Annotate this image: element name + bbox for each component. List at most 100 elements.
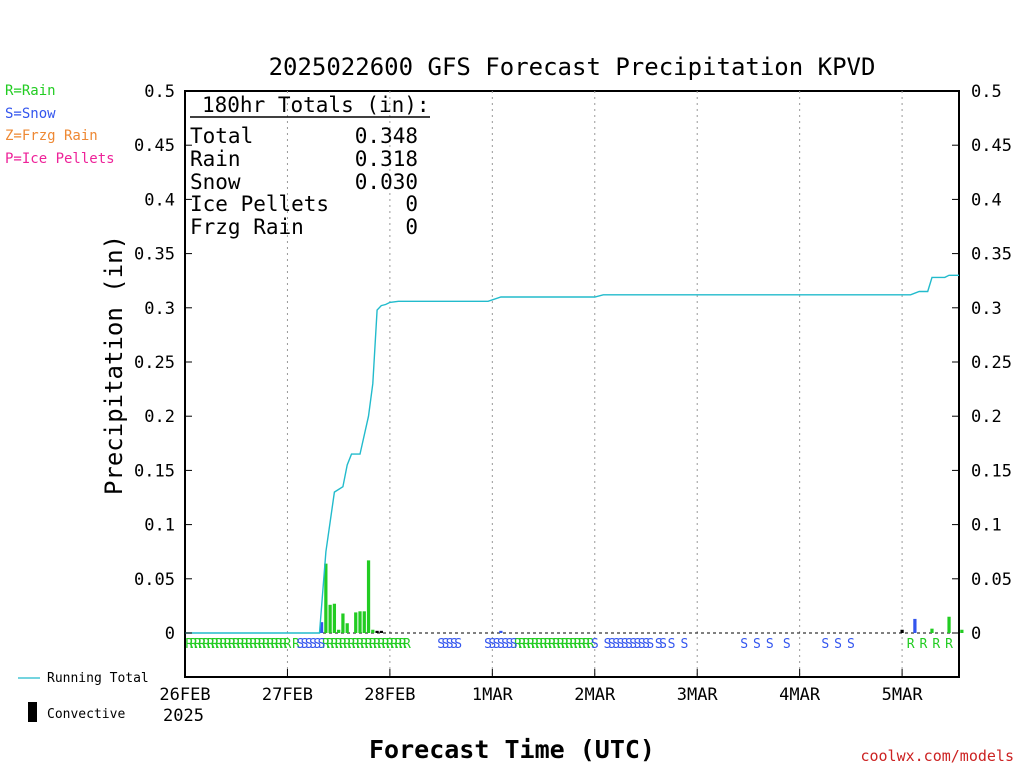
rain-marker: R [249,637,257,652]
rain-marker: R [339,637,347,652]
rain-marker: R [245,637,253,652]
rain-marker: R [220,637,228,652]
snow-marker: S [488,637,496,652]
snow-marker: S [621,637,629,652]
rain-marker: R [343,637,351,652]
rain-marker: R [284,637,292,652]
y-axis-label: Precipitation (in) [100,235,128,495]
y-tick-label: 0.25 [134,353,175,373]
rain-marker: R [570,637,578,652]
snow-marker: S [638,637,646,652]
totals-label-snow: Snow [190,170,241,194]
snow-marker: S [821,637,829,652]
rain-marker: R [369,637,377,652]
y-tick-label-right: 0.45 [971,136,1012,156]
line-legend: Running Total Convective [18,671,149,722]
rain-bar [947,616,951,633]
y-tick-label-right: 0.1 [971,516,1002,536]
snow-marker: S [437,637,445,652]
rain-marker: R [352,637,360,652]
snow-marker: S [668,637,676,652]
snow-marker: S [505,637,513,652]
rain-marker: R [548,637,556,652]
rain-marker: R [237,637,245,652]
y-tick-label-right: 0 [971,624,981,644]
rain-marker: R [587,637,595,652]
rain-marker: R [348,637,356,652]
rain-marker: R [232,637,240,652]
x-tick-label: 28FEB [364,685,415,705]
rain-marker: R [578,637,586,652]
snow-bar [319,622,324,633]
snow-marker: S [296,637,304,652]
grid-lines [185,91,959,677]
snow-bar [499,630,503,633]
rain-marker: R [275,637,283,652]
y-tick-label-right: 0.25 [971,353,1012,373]
rain-marker: R [266,637,274,652]
rain-marker: R [552,637,560,652]
snow-marker: S [625,637,633,652]
rain-marker: R [198,637,206,652]
rain-marker: R [395,637,403,652]
rain-bar [341,613,345,633]
snow-marker: S [450,637,458,652]
convective-bar [900,629,904,633]
rain-marker: R [377,637,385,652]
convective-bar [375,630,379,633]
rain-marker: R [565,637,573,652]
rain-marker: R [211,637,219,652]
snow-marker: S [753,637,761,652]
snow-marker: S [604,637,612,652]
snow-marker: S [783,637,791,652]
rain-marker: R [907,637,915,652]
legend-convective: Convective [47,707,125,722]
snow-marker: S [680,637,688,652]
y-tick-label: 0.3 [144,299,175,319]
plot-area [184,90,960,678]
rain-marker: R [557,637,565,652]
snow-marker: S [454,637,462,652]
rain-marker: R [920,637,928,652]
totals-label-ice-pellets: Ice Pellets [190,192,329,216]
snow-marker: S [305,637,313,652]
plot-frame [184,90,960,678]
snow-marker: S [510,637,518,652]
rain-marker: R [514,637,522,652]
rain-marker: R [279,637,287,652]
snow-marker: S [612,637,620,652]
rain-marker: R [373,637,381,652]
legend-rain: R=Rain [5,83,56,99]
totals-value-snow: 0.030 [355,170,418,194]
rain-bar [354,612,358,633]
rain-marker: R [190,637,198,652]
snow-marker: S [484,637,492,652]
legend-snow: S=Snow [5,106,56,122]
rain-bar [328,604,332,633]
snow-marker: S [313,637,321,652]
x-axis-year: 2025 [163,706,204,726]
rain-bar [324,563,328,633]
rain-marker: R [390,637,398,652]
rain-marker: R [561,637,569,652]
snow-marker: S [740,637,748,652]
precip-bars [319,560,964,633]
convective-bar [379,630,383,633]
rain-bar [358,611,362,633]
snow-marker: S [309,637,317,652]
snow-marker: S [441,637,449,652]
y-tick-label: 0 [165,624,175,644]
y-tick-label-right: 0.15 [971,461,1012,481]
rain-marker: R [262,637,270,652]
snow-marker: S [501,637,509,652]
type-legend: R=Rain S=Snow Z=Frzg Rain P=Ice Pellets [5,83,115,167]
rain-marker: R [544,637,552,652]
y-tick-label: 0.2 [144,407,175,427]
rain-marker: R [574,637,582,652]
rain-marker: R [365,637,373,652]
rain-marker: R [356,637,364,652]
legend-ice-pellets: P=Ice Pellets [5,151,115,167]
rain-marker: R [335,637,343,652]
